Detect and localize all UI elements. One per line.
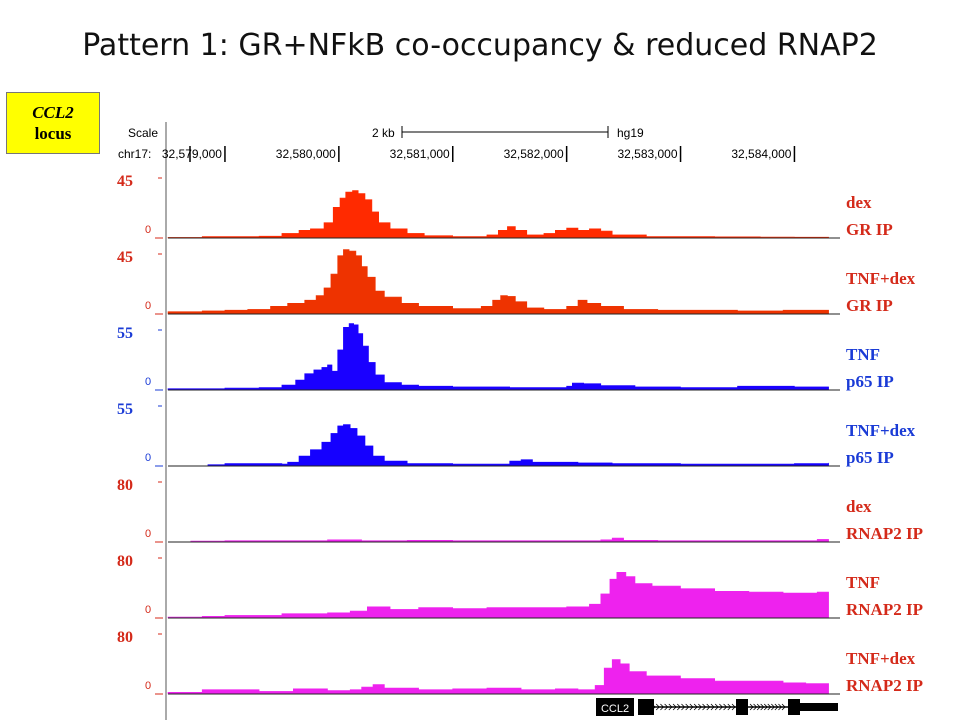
track-label-line2: RNAP2 IP (846, 676, 923, 695)
track-max-label: 55 (117, 325, 133, 342)
ruler-tick-label: 32,581,000 (390, 147, 450, 161)
gene-exon (788, 699, 800, 715)
gene-exon (736, 699, 748, 715)
track-3: 55 0 TNF p65 IP (117, 323, 894, 391)
gene-utr (800, 703, 838, 711)
track-7: 80 0 TNF+dex RNAP2 IP (117, 629, 923, 695)
ruler-tick-label: 32,584,000 (731, 147, 791, 161)
track-label-line2: GR IP (846, 296, 893, 315)
gene-strand-arrow (763, 703, 768, 711)
track-4: 55 0 TNF+dex p65 IP (117, 401, 916, 467)
track-signal-area (167, 323, 829, 391)
gene-annotation-track: CCL2 (596, 698, 838, 716)
track-max-label: 45 (117, 249, 133, 266)
track-label-line2: GR IP (846, 220, 893, 239)
track-5: 80 0 dex RNAP2 IP (117, 477, 923, 543)
gene-label: CCL2 (601, 703, 629, 715)
gene-strand-arrow (749, 703, 754, 711)
track-max-label: 80 (117, 629, 133, 646)
gene-strand-arrow (771, 703, 775, 711)
gene-strand-arrow (719, 703, 723, 711)
gene-strand-arrow (651, 703, 656, 711)
slide-title: Pattern 1: GR+NFkB co-occupancy & reduce… (82, 28, 878, 63)
track-label-line1: dex (846, 193, 872, 212)
track-6: 80 0 TNF RNAP2 IP (117, 553, 923, 619)
ruler-assembly: hg19 (617, 126, 644, 140)
track-zero-label: 0 (145, 680, 151, 692)
track-zero-label: 0 (145, 528, 151, 540)
track-1: 45 0 dex GR IP (117, 173, 893, 239)
gene-strand-arrow (727, 703, 732, 711)
track-2: 45 0 TNF+dex GR IP (117, 249, 916, 315)
track-zero-label: 0 (145, 376, 151, 388)
gene-strand-arrow (693, 703, 698, 711)
locus-word: locus (34, 124, 72, 143)
gene-strand-arrow (702, 703, 707, 711)
track-signal-area (167, 659, 829, 695)
gene-strand-arrow (731, 703, 736, 711)
gene-strand-arrow (710, 703, 715, 711)
track-label-line1: dex (846, 497, 872, 516)
locus-gene: CCL2 (32, 103, 74, 122)
track-label-line2: p65 IP (846, 372, 894, 391)
track-max-label: 80 (117, 553, 133, 570)
track-zero-label: 0 (145, 452, 151, 464)
gene-strand-arrow (760, 703, 765, 711)
track-label-line1: TNF+dex (846, 421, 916, 440)
gene-exon (638, 699, 654, 715)
locus-badge: CCL2 locus (6, 92, 100, 154)
track-signal-area (167, 249, 829, 315)
gene-strand-arrow (781, 703, 786, 711)
gene-strand-arrow (756, 703, 761, 711)
track-signal-area (167, 572, 829, 619)
gene-label-box (596, 698, 634, 716)
track-label-line2: RNAP2 IP (846, 600, 923, 619)
gene-strand-arrow (685, 703, 690, 711)
gene-strand-arrow (778, 703, 783, 711)
gene-strand-arrow (753, 703, 758, 711)
track-max-label: 45 (117, 173, 133, 190)
track-zero-label: 0 (145, 604, 151, 616)
ruler-tick-label: 32,580,000 (276, 147, 336, 161)
track-label-line1: TNF+dex (846, 649, 916, 668)
gene-strand-arrow (672, 703, 677, 711)
gene-strand-arrow (668, 703, 673, 711)
gene-strand-arrow (774, 703, 779, 711)
gene-strand-arrow (681, 703, 686, 711)
track-zero-label: 0 (145, 224, 151, 236)
gene-strand-arrow (689, 703, 694, 711)
track-zero-label: 0 (145, 300, 151, 312)
track-max-label: 55 (117, 401, 133, 418)
track-signal-area (168, 424, 829, 467)
track-label-line2: RNAP2 IP (846, 524, 923, 543)
track-label-line1: TNF (846, 573, 880, 592)
gene-strand-arrow (767, 703, 772, 711)
gene-strand-arrow (676, 703, 681, 711)
gene-strand-arrow (698, 703, 702, 711)
gene-strand-arrow (664, 703, 669, 711)
gene-strand-arrow (660, 703, 664, 711)
track-label-line1: TNF+dex (846, 269, 916, 288)
ruler-tick-label: 32,582,000 (504, 147, 564, 161)
track-max-label: 80 (117, 477, 133, 494)
ruler-tick-label: 32,583,000 (617, 147, 677, 161)
track-label-line2: p65 IP (846, 448, 894, 467)
gene-strand-arrow (655, 703, 660, 711)
track-signal-area (168, 537, 829, 543)
ruler-tick-label: 32,579,000 (162, 147, 222, 161)
ruler-chrom-label: chr17: (118, 147, 151, 161)
gene-strand-arrow (706, 703, 711, 711)
ruler-scale-value: 2 kb (372, 126, 395, 140)
ruler-scale-label: Scale (128, 126, 158, 140)
track-label-line1: TNF (846, 345, 880, 364)
coordinate-ruler: Scale chr17: 2 kb hg19 32,579,000 32,580,000 3… (118, 122, 796, 720)
gene-strand-arrow (723, 703, 728, 711)
gene-strand-arrow (714, 703, 719, 711)
track-signal-area (167, 190, 829, 239)
